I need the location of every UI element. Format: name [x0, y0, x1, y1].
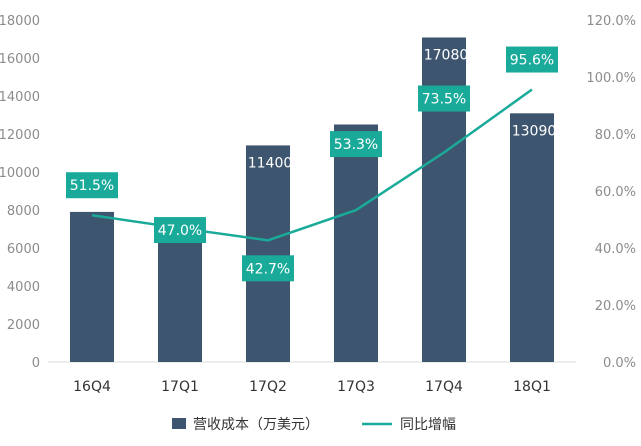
pct-label-bg	[154, 217, 206, 244]
bar	[70, 211, 114, 362]
pct-label-box: 95.6%	[506, 46, 558, 73]
category-label: 16Q4	[73, 379, 111, 395]
right-tick-label: 60.0%	[595, 185, 636, 200]
pct-label-box: 42.7%	[242, 255, 294, 282]
category-label: 17Q1	[161, 379, 199, 395]
left-tick-label: 18000	[0, 14, 40, 29]
right-y-axis: 0.0% 20.0% 40.0% 60.0% 80.0% 100.0% 120.0%	[586, 14, 636, 371]
line-data-labels: 51.5% 47.0% 42.7% 53.3% 73.5% 95.6%	[66, 46, 558, 282]
bar-value-label: 11400	[248, 155, 293, 171]
bar-value-label: 17080	[424, 47, 469, 63]
pct-label-text: 51.5%	[70, 178, 114, 194]
pct-label-bg	[506, 46, 558, 73]
left-tick-label: 14000	[0, 90, 40, 105]
right-tick-label: 120.0%	[586, 14, 636, 29]
left-tick-label: 10000	[0, 166, 40, 181]
right-tick-label: 20.0%	[595, 299, 636, 314]
pct-label-text: 42.7%	[246, 261, 290, 277]
category-label: 17Q4	[425, 379, 463, 395]
right-tick-label: 40.0%	[595, 242, 636, 257]
left-tick-label: 8000	[7, 204, 40, 219]
left-tick-label: 4000	[7, 280, 40, 295]
legend-bar-label: 营收成本（万美元）	[193, 417, 319, 433]
pct-label-text: 73.5%	[422, 92, 466, 108]
right-tick-label: 100.0%	[586, 71, 636, 86]
pct-label-box: 53.3%	[330, 131, 382, 158]
right-tick-label: 80.0%	[595, 128, 636, 143]
pct-label-bg	[66, 172, 118, 199]
bar	[334, 124, 378, 362]
left-tick-label: 6000	[7, 242, 40, 257]
legend: 营收成本（万美元） 同比增幅	[172, 417, 456, 433]
category-label: 18Q1	[513, 379, 551, 395]
right-tick-label: 0.0%	[603, 356, 636, 371]
category-label: 17Q3	[337, 379, 375, 395]
pct-label-text: 95.6%	[510, 53, 554, 69]
pct-label-bg	[330, 131, 382, 158]
pct-label-box: 47.0%	[154, 217, 206, 244]
pct-label-text: 53.3%	[334, 137, 378, 153]
legend-bar-swatch	[172, 418, 186, 429]
pct-label-text: 47.0%	[158, 223, 202, 239]
pct-label-box: 51.5%	[66, 172, 118, 199]
left-tick-label: 16000	[0, 52, 40, 67]
legend-line-label: 同比增幅	[400, 417, 456, 433]
left-tick-label: 2000	[7, 318, 40, 333]
pct-label-box: 73.5%	[418, 85, 470, 112]
bar	[246, 145, 290, 362]
x-axis-categories: 16Q4 17Q1 17Q2 17Q3 17Q4 18Q1	[73, 379, 551, 395]
left-tick-label: 12000	[0, 128, 40, 143]
pct-label-bg	[242, 255, 294, 282]
category-label: 17Q2	[249, 379, 287, 395]
left-y-axis: 0 2000 4000 6000 8000 10000 12000 14000 16000 180…	[0, 14, 40, 371]
bar	[510, 113, 554, 362]
bar-value-label: 13090	[512, 123, 557, 139]
pct-label-bg	[418, 85, 470, 112]
left-tick-label: 0	[32, 356, 40, 371]
bar-series	[70, 37, 554, 362]
